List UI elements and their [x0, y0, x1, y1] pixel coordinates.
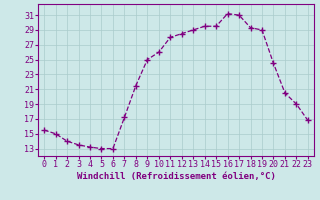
X-axis label: Windchill (Refroidissement éolien,°C): Windchill (Refroidissement éolien,°C): [76, 172, 276, 181]
